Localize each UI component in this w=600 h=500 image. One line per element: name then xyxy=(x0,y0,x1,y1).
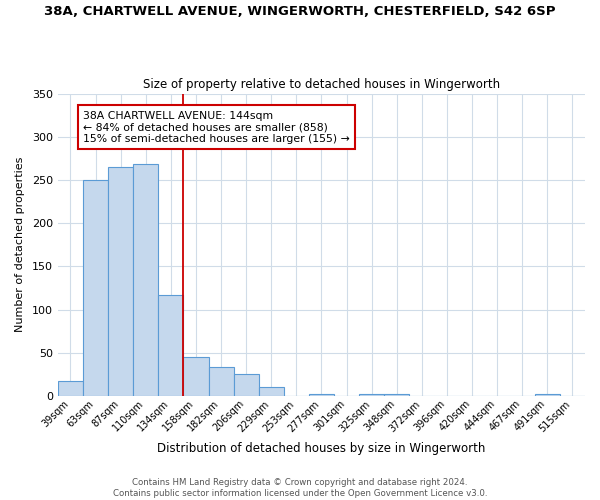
Bar xyxy=(108,167,133,396)
Bar xyxy=(384,394,409,396)
Bar xyxy=(83,180,108,396)
Bar xyxy=(535,394,560,396)
Text: Contains HM Land Registry data © Crown copyright and database right 2024.
Contai: Contains HM Land Registry data © Crown c… xyxy=(113,478,487,498)
Bar xyxy=(259,387,284,396)
Text: 38A CHARTWELL AVENUE: 144sqm
← 84% of detached houses are smaller (858)
15% of s: 38A CHARTWELL AVENUE: 144sqm ← 84% of de… xyxy=(83,111,350,144)
Bar xyxy=(133,164,158,396)
Bar xyxy=(233,374,259,396)
Bar xyxy=(184,357,209,396)
Text: 38A, CHARTWELL AVENUE, WINGERWORTH, CHESTERFIELD, S42 6SP: 38A, CHARTWELL AVENUE, WINGERWORTH, CHES… xyxy=(44,5,556,18)
Title: Size of property relative to detached houses in Wingerworth: Size of property relative to detached ho… xyxy=(143,78,500,91)
Bar xyxy=(158,295,184,396)
Y-axis label: Number of detached properties: Number of detached properties xyxy=(15,157,25,332)
Bar xyxy=(58,381,83,396)
Bar xyxy=(209,368,233,396)
X-axis label: Distribution of detached houses by size in Wingerworth: Distribution of detached houses by size … xyxy=(157,442,485,455)
Bar xyxy=(359,394,384,396)
Bar xyxy=(309,394,334,396)
